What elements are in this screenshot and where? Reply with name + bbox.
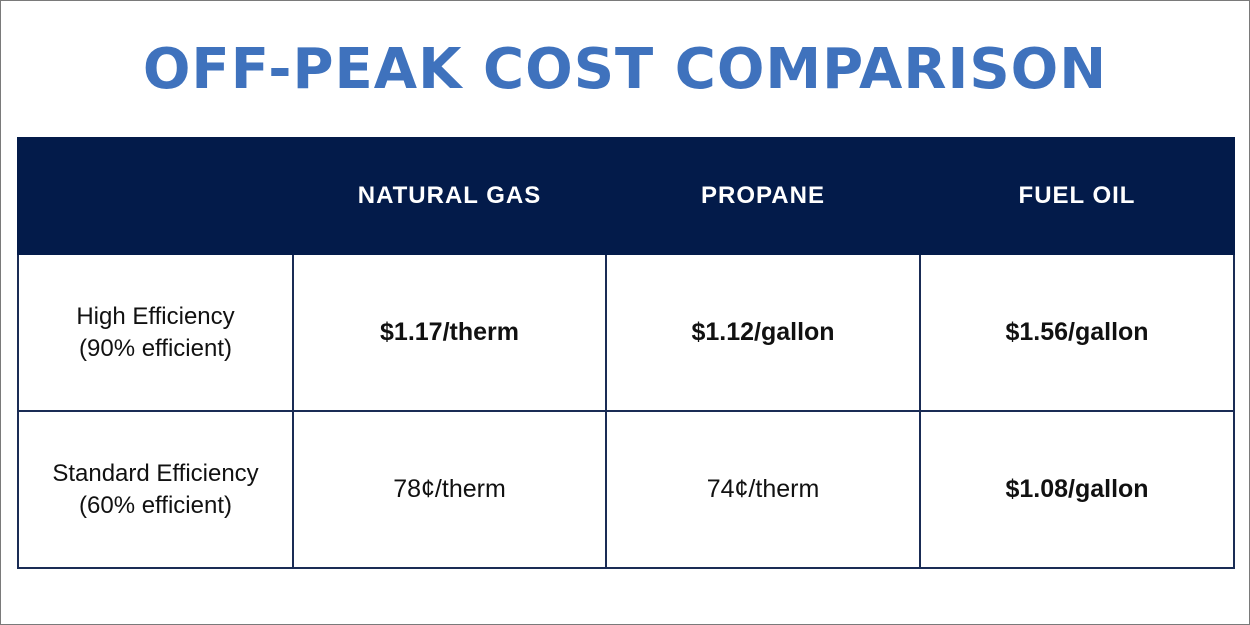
row-label-line1: Standard Efficiency xyxy=(52,459,259,487)
row-label-line2: (90% efficient) xyxy=(79,334,232,362)
cell-high-fuel-oil: $1.56/gallon xyxy=(919,253,1235,412)
row-label-line2: (60% efficient) xyxy=(79,491,232,519)
cell-high-natural-gas: $1.17/therm xyxy=(292,253,607,412)
cost-comparison-table: NATURAL GAS PROPANE FUEL OIL High Effici… xyxy=(17,137,1235,569)
cell-standard-natural-gas: 78¢/therm xyxy=(292,410,607,569)
table-row-standard-efficiency: Standard Efficiency (60% efficient) 78¢/… xyxy=(17,410,1235,569)
cell-standard-fuel-oil: $1.08/gallon xyxy=(919,410,1235,569)
page-title: OFF-PEAK COST COMPARISON xyxy=(142,37,1108,102)
row-label-cell: Standard Efficiency (60% efficient) xyxy=(17,410,294,569)
header-propane: PROPANE xyxy=(605,137,921,255)
header-empty-cell xyxy=(17,137,294,255)
row-label-line1: High Efficiency xyxy=(76,302,235,330)
table-header-row: NATURAL GAS PROPANE FUEL OIL xyxy=(17,137,1235,255)
header-fuel-oil: FUEL OIL xyxy=(919,137,1235,255)
header-natural-gas: NATURAL GAS xyxy=(292,137,607,255)
table-row-high-efficiency: High Efficiency (90% efficient) $1.17/th… xyxy=(17,253,1235,412)
cell-high-propane: $1.12/gallon xyxy=(605,253,921,412)
row-label-cell: High Efficiency (90% efficient) xyxy=(17,253,294,412)
cell-standard-propane: 74¢/therm xyxy=(605,410,921,569)
